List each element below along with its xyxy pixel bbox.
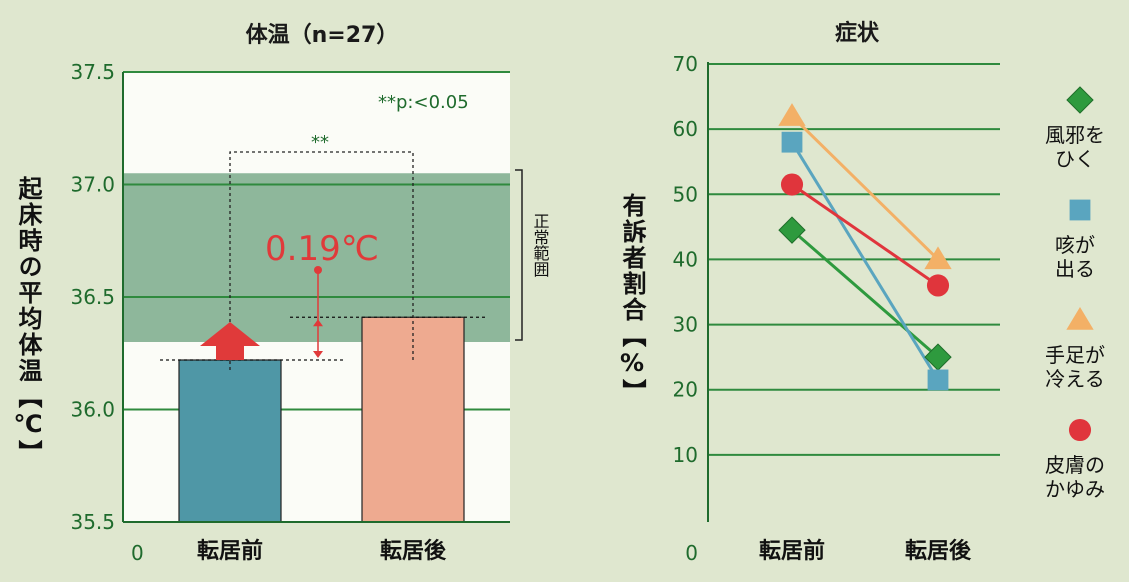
temperature-tick-label: 36.0 (70, 398, 115, 422)
symptoms-tick-label: 0 (685, 541, 698, 565)
series-line-triangle (790, 115, 940, 261)
temperature-tick-label: 37.0 (70, 173, 115, 197)
square-icon (1069, 199, 1091, 221)
symptoms-series-lines (790, 115, 940, 381)
legend-label: ひく (1055, 147, 1095, 171)
significance-bracket (229, 151, 414, 370)
symptoms-tick-label: 20 (673, 378, 698, 402)
temperature-origin-label: 0 (131, 541, 144, 565)
series-line-diamond (791, 228, 939, 359)
temperature-category-label: 転居後 (380, 538, 447, 564)
symptoms-y-axis-label: 有訴者割合【%】 (618, 193, 646, 405)
legend-label: 皮膚の (1045, 453, 1105, 477)
legend-label: 冷える (1045, 367, 1104, 391)
normal-range-label: 正常範囲 (531, 213, 550, 277)
symptoms-tick-label: 10 (673, 443, 698, 467)
difference-arrowhead-down (313, 351, 323, 358)
temperature-category-label: 転居前 (197, 538, 263, 564)
legend-label: 咳が (1055, 233, 1095, 257)
symptoms-category-labels: 転居前 転居後 (759, 538, 972, 564)
temperature-tick-label: 36.5 (70, 285, 115, 309)
symptoms-gridlines (708, 63, 1000, 456)
triangle-icon (1066, 307, 1094, 330)
symptoms-tick-label: 60 (673, 117, 698, 141)
diamond-icon (1066, 86, 1094, 114)
series-point-triangle (924, 246, 952, 270)
series-line-square (790, 141, 940, 381)
series-point-diamond (778, 216, 806, 244)
significance-marker: ** (311, 132, 329, 153)
series-point-square (927, 369, 949, 391)
temperature-category-labels: 転居前 転居後 (197, 538, 447, 564)
legend-label: かゆみ (1045, 477, 1105, 501)
significance-note: **p:<0.05 (378, 92, 469, 113)
normal-range-bracket (515, 169, 523, 341)
temperature-bar (178, 359, 282, 523)
symptoms-tick-label: 30 (673, 313, 698, 337)
difference-indicator (313, 266, 323, 358)
difference-arrowhead-up (313, 319, 323, 327)
series-point-square (781, 131, 803, 153)
increase-arrow-icon (200, 322, 260, 360)
temperature-chart: 37.5 37.0 36.5 36.0 35.5 転居前 転居後 0 体温（n=27） 起… (14, 23, 550, 565)
legend-label: 風邪を (1045, 123, 1105, 147)
series-point-triangle (778, 103, 806, 126)
symptoms-tick-label: 50 (673, 182, 698, 206)
legend-label: 出る (1055, 257, 1095, 281)
symptoms-tick-label: 40 (673, 247, 698, 271)
symptoms-chart: 70 60 50 40 30 20 10 0 転居前 転居後 症状 有訴者割合【%】 風邪をひく… (618, 20, 1105, 565)
symptoms-tick-labels: 70 60 50 40 30 20 10 0 (673, 52, 698, 565)
series-point-circle (780, 173, 804, 196)
symptoms-chart-title: 症状 (835, 20, 880, 46)
temperature-chart-title: 体温（n=27） (246, 23, 399, 48)
normal-range-band (123, 173, 510, 342)
temperature-tick-label: 35.5 (70, 510, 115, 534)
series-line-circle (791, 183, 939, 287)
circle-icon (1068, 418, 1092, 442)
series-point-circle (926, 274, 950, 297)
temperature-y-axis-label: 起床時の平均体温【℃】 (14, 176, 43, 466)
symptoms-category-label: 転居後 (905, 538, 972, 564)
difference-label: 0.19℃ (265, 229, 379, 269)
temperature-tick-label: 37.5 (70, 60, 115, 84)
legend-label: 手足が (1045, 343, 1105, 367)
symptoms-category-label: 転居前 (759, 538, 825, 564)
symptoms-tick-label: 70 (673, 52, 698, 76)
symptoms-series-points (778, 103, 952, 391)
temperature-tick-labels: 37.5 37.0 36.5 36.0 35.5 (70, 60, 115, 534)
